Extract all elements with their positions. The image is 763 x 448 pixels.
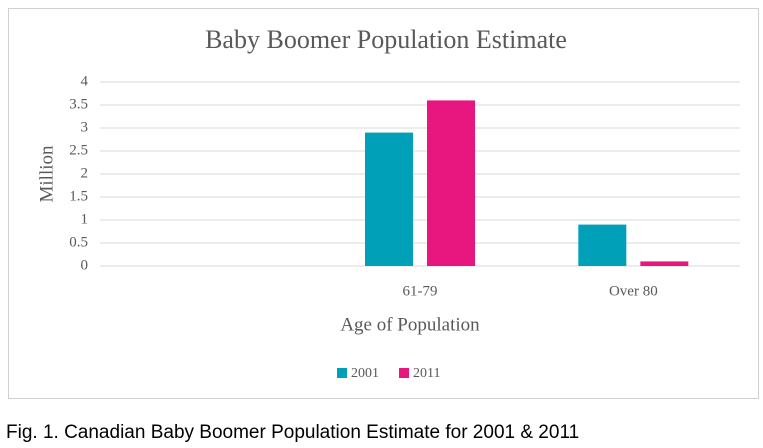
- y-tick-label: 3: [81, 119, 89, 135]
- x-tick-label: Over 80: [609, 283, 658, 299]
- bar: [640, 261, 689, 266]
- chart-title: Baby Boomer Population Estimate: [205, 25, 567, 54]
- bar: [578, 224, 627, 266]
- y-tick-label: 2: [81, 165, 89, 181]
- x-axis-label: Age of Population: [340, 314, 480, 335]
- y-axis-label: Million: [36, 145, 57, 203]
- y-tick-label: 1.5: [69, 188, 88, 204]
- legend-label: 2011: [413, 366, 440, 381]
- y-tick-label: 0: [81, 257, 89, 273]
- bar: [427, 100, 475, 267]
- y-tick-label: 3.5: [69, 96, 88, 112]
- x-tick-label: 61-79: [403, 283, 438, 299]
- bar: [365, 132, 413, 266]
- figure-caption: Fig. 1. Canadian Baby Boomer Population …: [6, 422, 579, 443]
- legend-label: 2001: [351, 366, 379, 381]
- y-tick-label: 1: [81, 211, 89, 227]
- legend-swatch: [337, 368, 347, 378]
- y-tick-label: 4: [81, 73, 89, 89]
- legend-swatch: [399, 368, 409, 378]
- y-tick-label: 2.5: [69, 142, 88, 158]
- y-tick-label: 0.5: [69, 234, 88, 250]
